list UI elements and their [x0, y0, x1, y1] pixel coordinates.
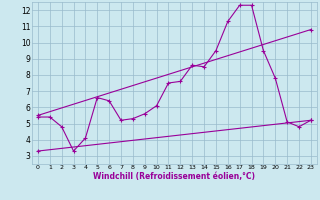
- X-axis label: Windchill (Refroidissement éolien,°C): Windchill (Refroidissement éolien,°C): [93, 172, 255, 181]
